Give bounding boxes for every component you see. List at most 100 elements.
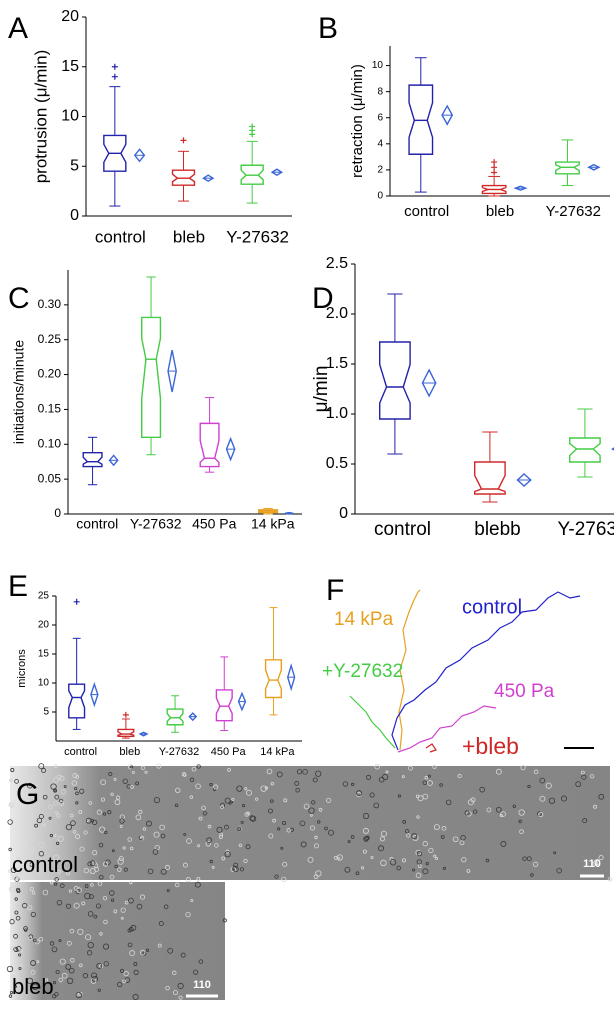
cell [581, 774, 587, 780]
cell [19, 949, 23, 953]
outlier [73, 598, 80, 605]
cell [53, 764, 58, 768]
cell [238, 843, 243, 848]
cell [227, 767, 231, 772]
x-tick-label: Y-27632 [159, 746, 200, 758]
x-tick-label: Y-27632 [557, 519, 614, 540]
y-tick-label: 0.15 [38, 402, 62, 416]
cell [53, 882, 58, 886]
cell [374, 763, 380, 770]
cell [165, 985, 170, 991]
track-label: +Y-27632 [322, 661, 403, 682]
cell [191, 766, 197, 772]
cell [274, 874, 279, 879]
cell [518, 809, 525, 816]
cell [129, 846, 134, 851]
y-tick-label: 0.10 [38, 436, 62, 450]
cell [14, 778, 19, 784]
cell [118, 856, 124, 861]
cell [75, 889, 81, 894]
cell [122, 778, 128, 784]
cell [114, 864, 119, 869]
cell [466, 869, 471, 873]
cell [365, 835, 370, 840]
cell [133, 969, 139, 975]
cell [68, 967, 75, 974]
cell [89, 860, 96, 867]
track [349, 695, 396, 749]
cell [166, 889, 170, 893]
cell [189, 777, 195, 783]
cell [78, 810, 83, 814]
cell [283, 798, 288, 803]
cell [156, 763, 162, 769]
cell [282, 861, 288, 867]
cell [55, 810, 59, 814]
cell [232, 866, 239, 873]
cell [131, 770, 135, 774]
cell [56, 841, 60, 845]
outlier [491, 169, 498, 176]
cell [222, 918, 227, 923]
cell [416, 859, 422, 865]
cell [63, 785, 67, 788]
box [171, 169, 196, 186]
cell [231, 797, 235, 801]
panel-letter: F [326, 574, 344, 607]
cell [356, 790, 362, 796]
cell [75, 791, 79, 796]
cell [109, 890, 115, 896]
cell [527, 784, 531, 789]
cell [362, 827, 369, 834]
cell [406, 833, 411, 838]
cell [58, 798, 64, 804]
cell [75, 774, 80, 779]
cell [23, 926, 28, 931]
cell [425, 862, 429, 866]
cell [214, 843, 219, 848]
cell [281, 876, 287, 882]
cell [582, 818, 588, 824]
cell [457, 773, 462, 779]
cell [42, 794, 48, 800]
cell [452, 836, 459, 843]
y-tick-label: 2.5 [326, 255, 348, 272]
cell [110, 792, 114, 796]
cell [28, 936, 33, 941]
outlier [111, 63, 118, 70]
cell [213, 784, 219, 790]
cell [102, 861, 108, 867]
cell [243, 858, 248, 863]
cell [209, 859, 213, 864]
cell [136, 903, 143, 910]
cell [6, 965, 14, 973]
cell [342, 781, 349, 787]
cell [206, 837, 212, 844]
cell [218, 834, 223, 839]
cell [22, 902, 28, 909]
cell [272, 818, 277, 823]
cell [277, 827, 281, 831]
cell [30, 911, 36, 918]
y-tick-label: 10 [61, 108, 79, 125]
cell [556, 867, 562, 874]
cell [280, 846, 284, 850]
cell [592, 860, 599, 866]
cell [142, 951, 147, 956]
cell [153, 796, 160, 804]
cell [87, 861, 93, 867]
cell [30, 970, 36, 976]
cell [99, 932, 103, 936]
cell [100, 779, 106, 786]
cell [38, 841, 45, 848]
cell [92, 850, 98, 856]
cell [119, 824, 123, 828]
cell [268, 833, 274, 839]
cell [104, 830, 108, 835]
box [408, 84, 434, 155]
cell [142, 827, 147, 831]
cell [31, 891, 36, 895]
cell [442, 866, 447, 871]
cell [65, 903, 72, 909]
